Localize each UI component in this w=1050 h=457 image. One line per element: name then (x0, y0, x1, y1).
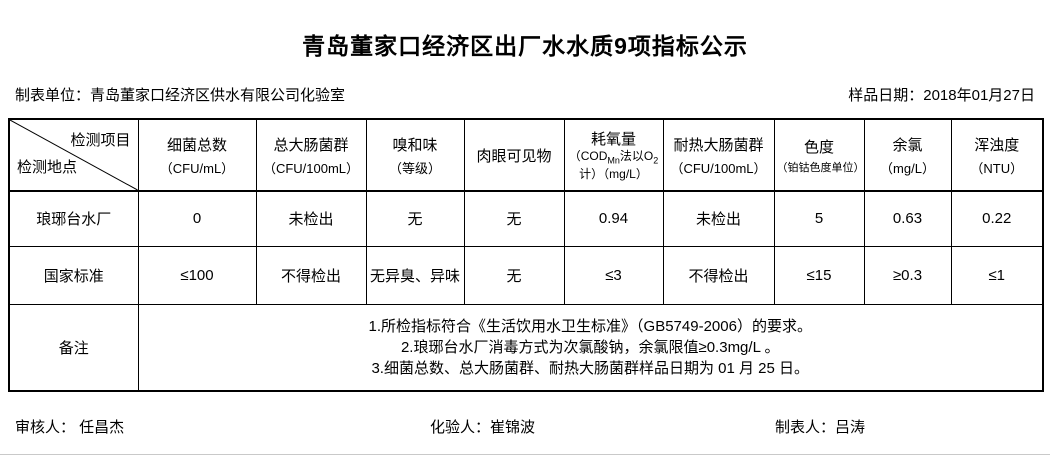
table-row-langyatai: 琅琊台水厂 0 未检出 无 无 0.94 未检出 5 0.63 0.22 (8, 190, 1044, 247)
sample-date-label: 样品日期：2018年01月27日 (848, 87, 1035, 104)
cell-value: 5 (773, 190, 865, 247)
cell-value: 无 (463, 245, 565, 305)
diagonal-divider (10, 120, 138, 190)
remark-line-3: 3.细菌总数、总大肠菌群、耐热大肠菌群样品日期为 01 月 25 日。 (371, 359, 810, 377)
cell-value: 无 (463, 190, 565, 247)
meta-row: 制表单位：青岛董家口经济区供水有限公司化验室 样品日期：2018年01月27日 (15, 84, 1035, 105)
col-header-residual-chlorine: 余氯 （mg/L） (863, 118, 952, 192)
table-row-national-standard: 国家标准 ≤100 不得检出 无异臭、异味 无 ≤3 不得检出 ≤15 ≥0.3… (8, 245, 1044, 305)
col-header-turbidity: 浑浊度 （NTU） (950, 118, 1044, 192)
row-label-national-standard: 国家标准 (8, 245, 139, 305)
cell-value: ≤1 (950, 245, 1044, 305)
water-quality-table: 检测项目 检测地点 细菌总数 （CFU/mL） 总大肠菌群 （CFU/100mL… (8, 118, 1044, 392)
page-title: 青岛董家口经济区出厂水水质9项指标公示 (302, 33, 748, 59)
cell-value: ≤100 (137, 245, 257, 305)
cell-value: 不得检出 (662, 245, 775, 305)
cell-value: 0.94 (563, 190, 664, 247)
cell-value: 不得检出 (255, 245, 367, 305)
cell-value: ≥0.3 (863, 245, 952, 305)
cell-value: 0.63 (863, 190, 952, 247)
cell-value: ≤3 (563, 245, 664, 305)
bottom-divider (0, 454, 1050, 455)
tester-signature: 化验人：崔锦波 (430, 419, 536, 436)
remark-line-2: 2.琅琊台水厂消毒方式为次氯酸钠，余氯限值≥0.3mg/L 。 (400, 338, 780, 356)
col-header-thermotolerant-coliform: 耐热大肠菌群 （CFU/100mL） (662, 118, 775, 192)
cell-value: 未检出 (255, 190, 367, 247)
remark-content: 1.所检指标符合《生活饮用水卫生标准》（GB5749-2006）的要求。 2.琅… (137, 303, 1044, 392)
maker-signature: 制表人：吕涛 (775, 419, 866, 436)
col-header-chroma: 色度 （铂钴色度单位） (773, 118, 865, 192)
cell-value: 0 (137, 190, 257, 247)
col-header-bacteria-total: 细菌总数 （CFU/mL） (137, 118, 257, 192)
col-header-visible-matter: 肉眼可见物 (463, 118, 565, 192)
cell-value: 0.22 (950, 190, 1044, 247)
corner-label-location: 检测地点 (17, 159, 78, 176)
maker-unit-label: 制表单位：青岛董家口经济区供水有限公司化验室 (15, 87, 346, 104)
row-label-remark: 备注 (8, 303, 139, 392)
remark-line-1: 1.所检指标符合《生活饮用水卫生标准》（GB5749-2006）的要求。 (368, 317, 812, 335)
cell-value: ≤15 (773, 245, 865, 305)
table-row-remark: 备注 1.所检指标符合《生活饮用水卫生标准》（GB5749-2006）的要求。 … (8, 303, 1044, 392)
cell-value: 无 (365, 190, 465, 247)
cell-value: 未检出 (662, 190, 775, 247)
row-label-langyatai: 琅琊台水厂 (8, 190, 139, 247)
col-header-cod: 耗氧量 （CODMn法以O2 计）（mg/L） (563, 118, 664, 192)
corner-cell: 检测项目 检测地点 (8, 118, 139, 192)
cell-value: 无异臭、异味 (365, 245, 465, 305)
corner-label-items: 检测项目 (70, 132, 131, 149)
reviewer-signature: 审核人： 任昌杰 (15, 419, 125, 436)
header-row: 检测项目 检测地点 细菌总数 （CFU/mL） 总大肠菌群 （CFU/100mL… (8, 118, 1044, 192)
col-header-total-coliform: 总大肠菌群 （CFU/100mL） (255, 118, 367, 192)
col-header-odor-taste: 嗅和味 （等级） (365, 118, 465, 192)
